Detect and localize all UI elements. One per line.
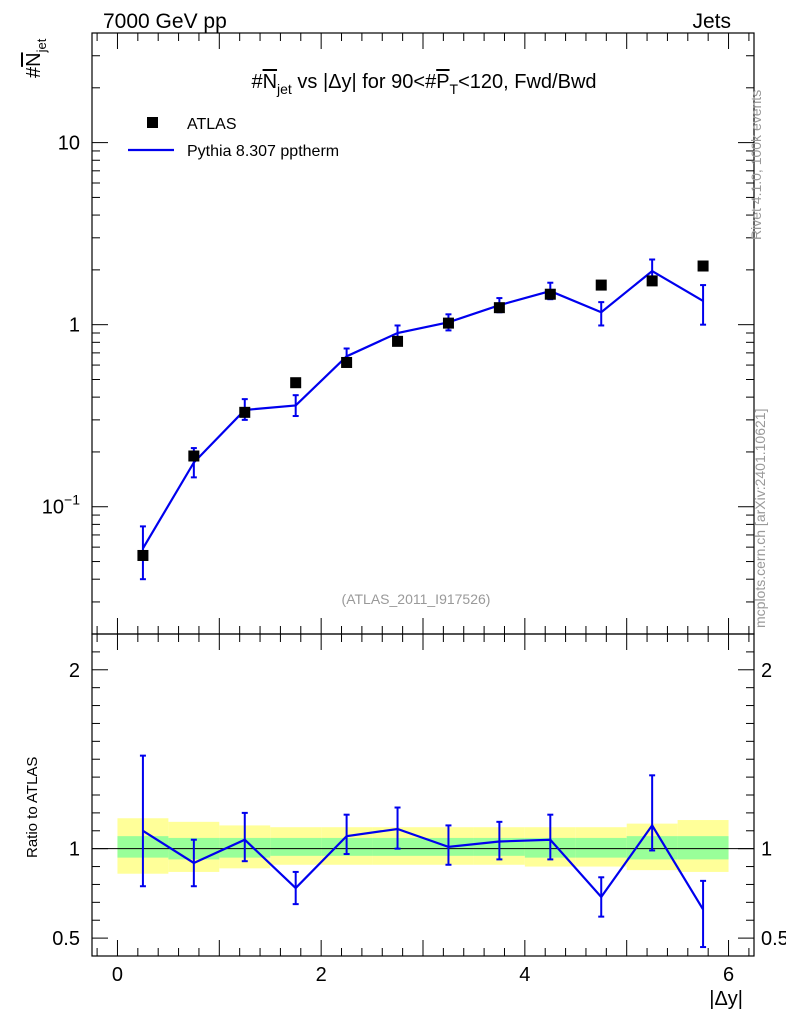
title-n: N [263,71,277,93]
main-y-label-n: N [23,52,45,66]
ratio-y-tick-label-left: 0.5 [52,928,80,950]
atlas-data-point [544,288,556,300]
ratio-y-axis-label: Ratio to ATLAS [24,757,41,858]
ratio-y-tick-label-right: 0.5 [761,928,786,950]
atlas-data-point [595,279,607,291]
mcplots-label: mcplots.cern.ch [arXiv:2401.10621] [752,409,768,628]
x-tick-label: 6 [723,964,734,986]
x-axis-label: |Δy| [709,988,743,1010]
ratio-y-tick-label-right: 2 [761,660,772,682]
ratio-band-inner [270,837,322,856]
energy-label: 7000 GeV pp [103,10,227,33]
tick-label-exponent: −1 [64,492,80,508]
rivet-version-label: Rivet 4.1.0, 100k events [748,90,764,240]
atlas-data-point [697,260,709,272]
ratio-line [142,823,705,911]
title-n-sub: jet [276,81,292,97]
atlas-data-point [137,549,149,561]
chart-title: #Njet vs |Δy| for 90<#PT<120, Fwd/Bwd [251,71,596,97]
legend-marker-atlas [147,117,158,128]
mc-line [141,269,704,550]
atlas-data-point [646,275,658,287]
title-p-sub: T [450,81,459,97]
ratio-plot-frame [91,633,755,957]
legend-label-mc: Pythia 8.307 pptherm [187,143,339,160]
title-prefix: # [251,71,263,93]
analysis-tag: (ATLAS_2011_I917526) [342,591,491,607]
main-y-tick-label: 10 [58,133,80,155]
main-y-tick-label: 10−1 [42,492,80,519]
title-middle: vs |Δy| for 90<# [292,71,437,93]
title-suffix: <120, Fwd/Bwd [458,71,596,93]
main-y-label-sub: jet [34,38,49,53]
x-tick-label: 2 [316,964,327,986]
ratio-y-tick-label-left: 1 [69,839,80,861]
title-p: P [436,71,449,93]
atlas-data-point [290,377,302,389]
atlas-data-point [442,317,454,329]
ratio-plot-marks [139,754,707,949]
atlas-data-point [341,356,353,368]
atlas-data-point [188,450,200,462]
x-tick-label: 4 [519,964,530,986]
axis-ticks [92,32,754,957]
x-tick-label: 0 [112,964,123,986]
atlas-data-point [392,335,404,347]
ratio-y-tick-label-right: 1 [761,839,772,861]
legend-label-atlas: ATLAS [187,116,237,133]
atlas-data-point [239,406,251,418]
process-label: Jets [692,10,731,33]
main-y-tick-label: 1 [69,315,80,337]
atlas-data-point [493,302,505,314]
ratio-band-inner [677,836,729,860]
main-y-label-prefix: # [23,66,45,78]
main-plot-marks [137,258,709,581]
ratio-y-tick-label-left: 2 [69,660,80,682]
ratio-band-inner [575,837,627,858]
main-y-axis-label: #Njet [23,38,49,78]
tick-label-base: 10 [42,497,64,519]
